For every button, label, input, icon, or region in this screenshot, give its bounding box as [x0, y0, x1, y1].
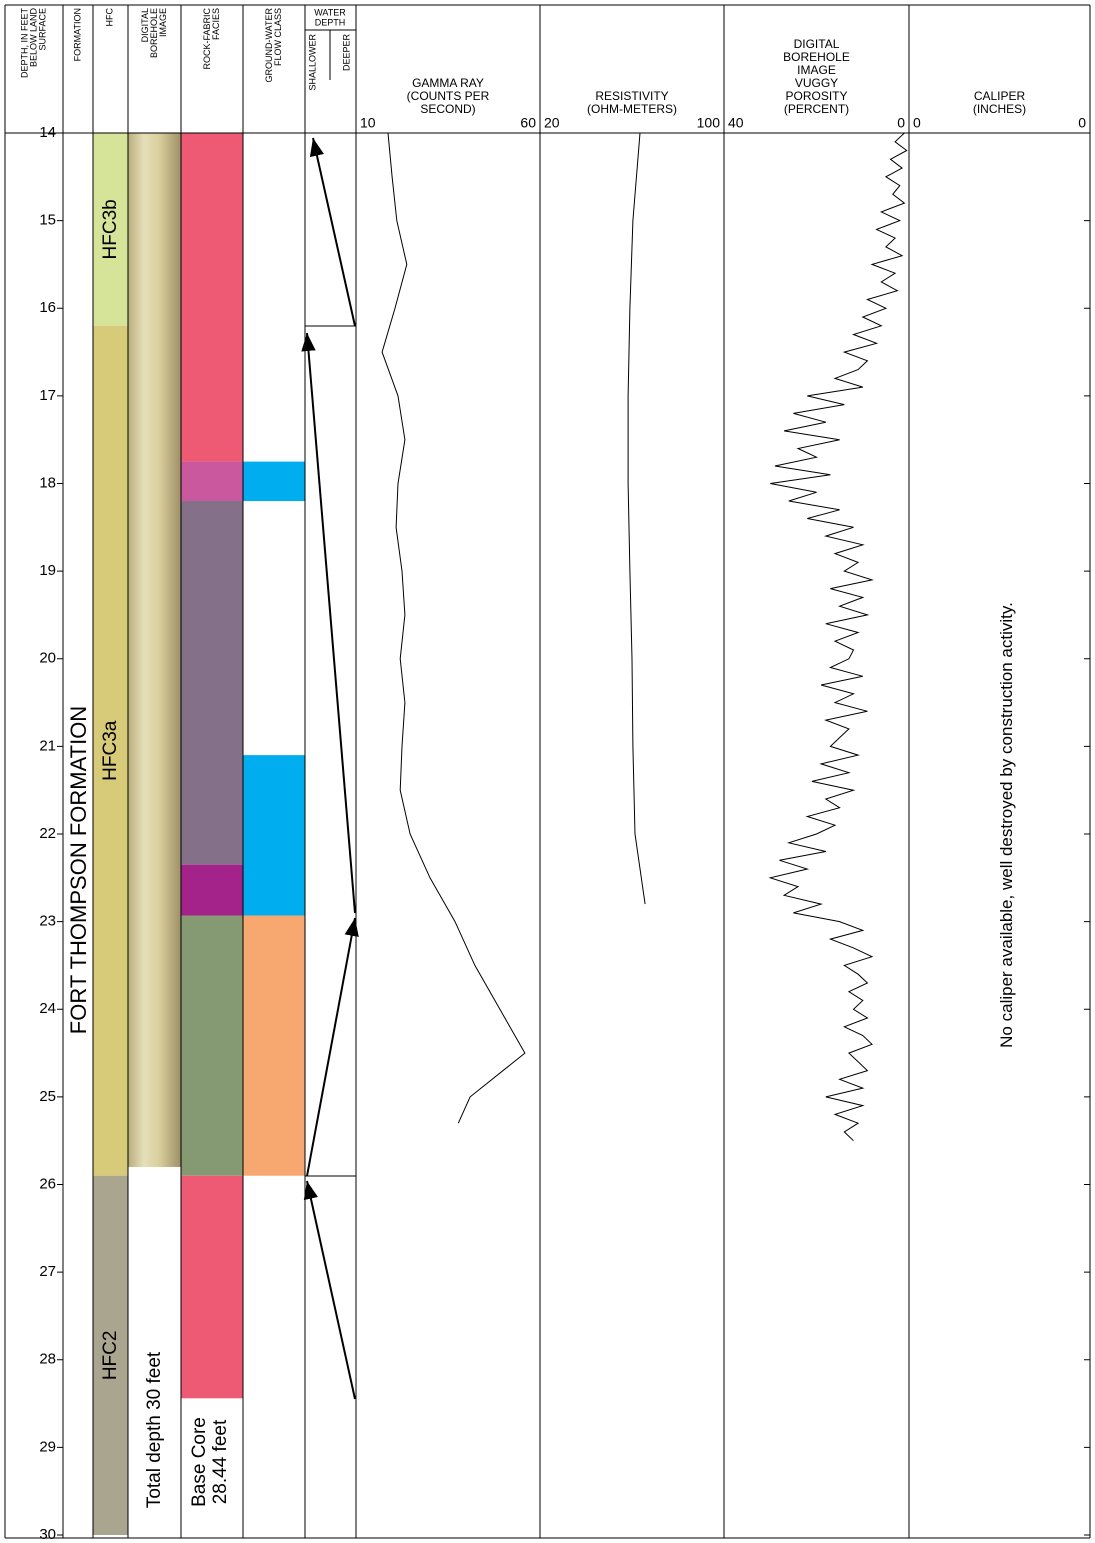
header-label: FORMATION: [72, 8, 82, 61]
fills: [93, 133, 305, 1535]
header-label: RESISTIVITY: [595, 89, 668, 103]
hfc-interval: [93, 1175, 128, 1535]
header-label: DEEPER: [341, 34, 351, 72]
lines: 14 15 16 17 18 19 20 21 22 23 24 25 26 27 28 29 30: [4, 4, 1091, 1543]
header-label: VUGGY: [795, 76, 838, 90]
header-label: ROCK-FABRIC: [202, 8, 212, 70]
y-tick-label: 15: [39, 212, 56, 229]
header-label: DEPTH: [315, 17, 346, 27]
facies-interval: [181, 915, 243, 1176]
water-depth-boxes: [305, 29, 356, 1177]
header-label: IMAGE: [158, 8, 168, 37]
facies-interval: [181, 1175, 243, 1399]
facies-interval: [181, 501, 243, 865]
header-label: (OHM-METERS): [587, 102, 677, 116]
header-label: SECOND): [420, 102, 475, 116]
header-label: GAMMA RAY: [412, 76, 484, 90]
header-label: FACIES: [211, 8, 221, 40]
header-label: WATER: [314, 7, 346, 17]
y-tick-label: 24: [39, 1000, 56, 1017]
y-tick-label: 22: [39, 825, 56, 842]
facies-interval: [181, 461, 243, 502]
arrow: [303, 1180, 356, 1400]
y-tick-label: 27: [39, 1263, 56, 1280]
y-tick-label: 28: [39, 1351, 56, 1368]
y-tick-label: 18: [39, 474, 56, 491]
arrow: [301, 332, 356, 914]
header-label: SURFACE: [37, 8, 47, 51]
arrow: [306, 917, 359, 1177]
header-label: BOREHOLE: [783, 50, 850, 64]
header-label: BELOW LAND: [28, 8, 38, 68]
x-tick-label: 0: [913, 115, 921, 131]
header-label: DIGITAL: [140, 8, 150, 42]
hfc-label: HFC3a: [100, 720, 121, 781]
header-label: FLOW CLASS: [273, 8, 283, 66]
hfc-interval: [93, 133, 128, 326]
log-curve: [381, 132, 526, 1124]
note: 28.44 feet: [210, 1419, 231, 1504]
x-tick-label: 0: [1078, 115, 1086, 131]
hfc-interval: [93, 325, 128, 1176]
header-label: CALIPER: [974, 89, 1026, 103]
y-tick-label: 23: [39, 913, 56, 930]
header-label: POROSITY: [785, 89, 847, 103]
y-tick-label: 25: [39, 1088, 56, 1105]
x-tick-label: 10: [360, 115, 376, 131]
arrow: [309, 137, 356, 327]
y-tick-label: 16: [39, 299, 56, 316]
formation-label: FORT THOMPSON FORMATION: [66, 706, 91, 1034]
header-label: DEPTH, IN FEET: [19, 8, 29, 79]
facies-interval: [181, 864, 243, 916]
header-label: GROUND-WATER: [264, 8, 274, 83]
flow-class-interval: [243, 755, 305, 916]
borehole-image: [128, 133, 181, 1167]
y-tick-label: 20: [39, 650, 56, 667]
y-tick-label: 26: [39, 1175, 56, 1192]
hfc-label: HFC2: [100, 1331, 121, 1381]
x-tick-label: 100: [697, 115, 721, 131]
flow-class-interval: [243, 915, 305, 1176]
y-tick-label: 21: [39, 737, 56, 754]
x-tick-label: 40: [728, 115, 744, 131]
header-label: SHALLOWER: [307, 34, 317, 91]
hfc-label: HFC3b: [100, 199, 121, 259]
x-tick-label: 20: [544, 115, 560, 131]
y-tick-label: 29: [39, 1438, 56, 1455]
x-tick-label: 0: [897, 115, 905, 131]
facies-interval: [181, 133, 243, 462]
note: Total depth 30 feet: [144, 1351, 165, 1508]
y-tick-label: 17: [39, 387, 56, 404]
flow-class-interval: [243, 461, 305, 502]
header-label: DIGITAL: [794, 37, 840, 51]
water-depth-arrows: [301, 137, 359, 1400]
header-label: (COUNTS PER: [407, 89, 490, 103]
header-label: IMAGE: [797, 63, 836, 77]
note: Base Core: [189, 1417, 210, 1507]
header-label: (PERCENT): [784, 102, 849, 116]
header-label: BOREHOLE: [149, 8, 159, 58]
x-tick-label: 60: [520, 115, 536, 131]
y-tick-label: 14: [39, 124, 56, 141]
y-tick-label: 30: [39, 1526, 56, 1543]
note: No caliper available, well destroyed by …: [997, 602, 1016, 1048]
header-label: HFC: [104, 8, 114, 27]
log-curve: [768, 132, 908, 1142]
log-curve: [627, 132, 646, 905]
y-tick-label: 19: [39, 562, 56, 579]
header-label: (INCHES): [973, 102, 1026, 116]
